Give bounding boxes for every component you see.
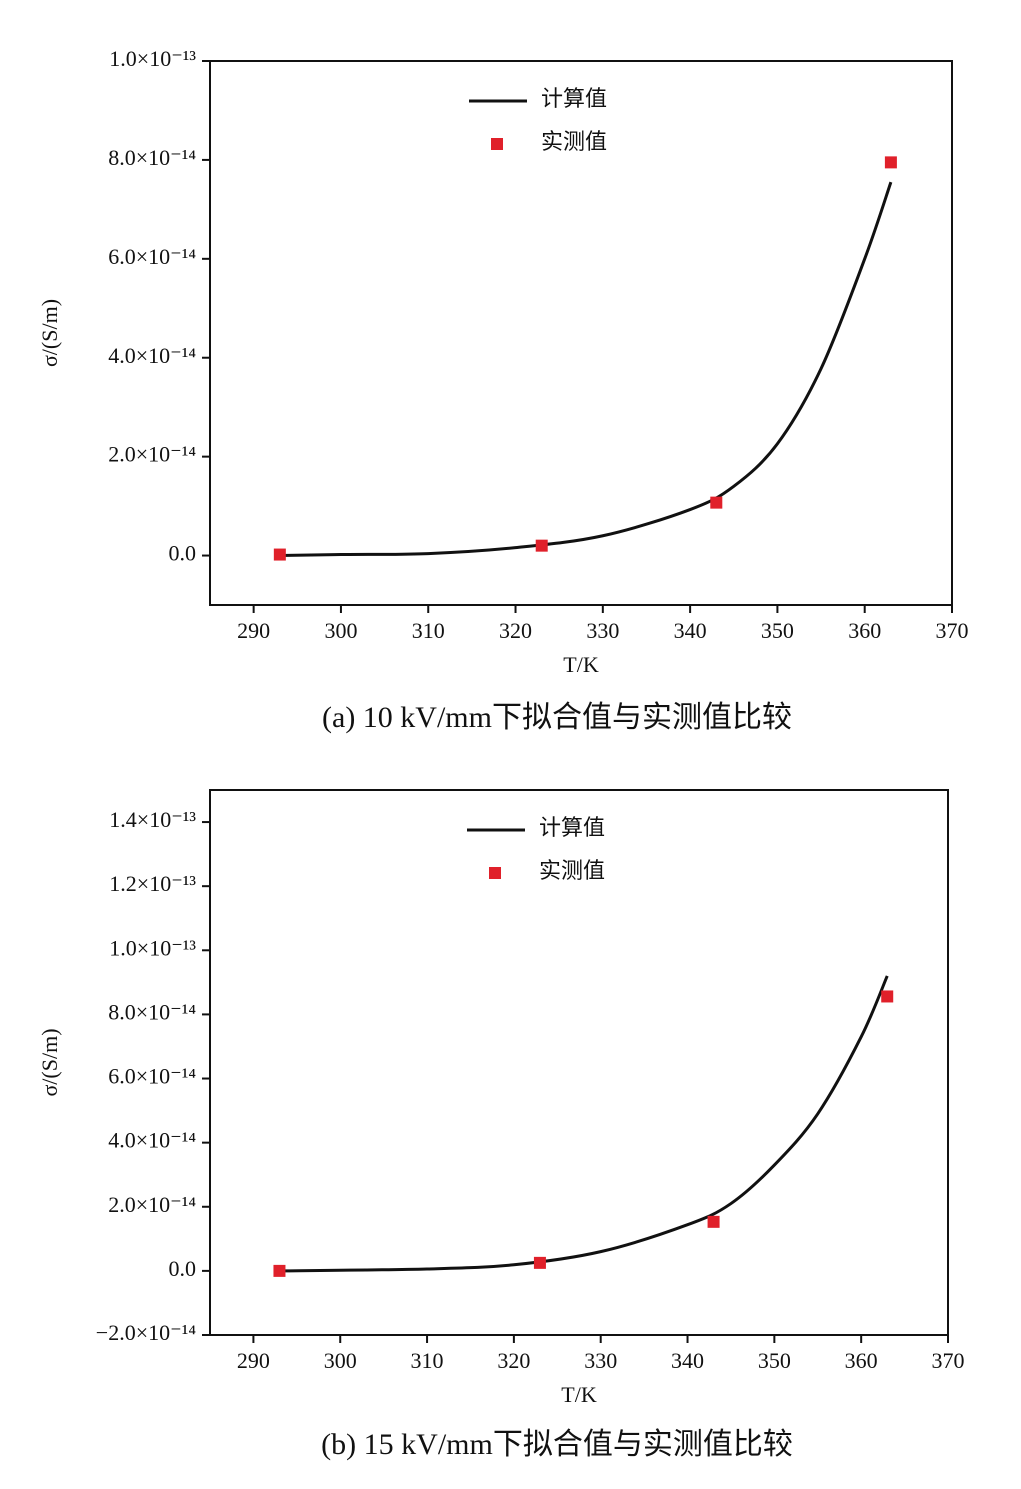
y-axis-label: σ/(S/m) xyxy=(37,299,62,367)
legend-label: 计算值 xyxy=(539,815,605,840)
x-axis-label: T/K xyxy=(563,652,599,677)
legend-marker xyxy=(489,867,501,879)
y-tick-label: 6.0×10⁻¹⁴ xyxy=(108,244,196,269)
y-tick-label: 2.0×10⁻¹⁴ xyxy=(108,442,196,467)
y-tick-label: 1.4×10⁻¹³ xyxy=(109,807,196,832)
legend-label: 实测值 xyxy=(541,129,607,154)
data-point xyxy=(273,548,286,561)
y-tick-label: 1.2×10⁻¹³ xyxy=(109,871,196,896)
chart: 290 300 310 320 330 340 350 360 370 −2.0×10⁻¹⁴ 0.0… xyxy=(37,789,965,1461)
x-tick-label: 350 xyxy=(761,618,794,643)
data-point xyxy=(710,496,723,509)
chart: 290 300 310 320 330 340 350 360 370 0.0 2.0×10⁻¹⁴ 4… xyxy=(37,46,968,734)
x-tick-label: 300 xyxy=(324,1348,357,1373)
y-tick-label: 6.0×10⁻¹⁴ xyxy=(108,1064,196,1089)
y-tick-label: 1.0×10⁻¹³ xyxy=(109,935,196,960)
y-tick-label: 2.0×10⁻¹⁴ xyxy=(108,1192,196,1217)
x-tick-label: 310 xyxy=(411,1348,444,1373)
x-tick-label: 290 xyxy=(237,618,270,643)
data-point xyxy=(884,156,897,169)
x-axis-label: T/K xyxy=(561,1382,597,1407)
legend-label: 实测值 xyxy=(539,858,605,883)
data-point xyxy=(707,1215,720,1228)
x-tick-label: 370 xyxy=(932,1348,965,1373)
x-tick-label: 300 xyxy=(324,618,357,643)
y-axis-label: σ/(S/m) xyxy=(37,1028,62,1096)
data-point xyxy=(533,1256,546,1269)
x-tick-label: 320 xyxy=(497,1348,530,1373)
y-tick-label: 4.0×10⁻¹⁴ xyxy=(108,343,196,368)
x-tick-label: 370 xyxy=(936,618,969,643)
plot-frame xyxy=(209,789,949,1336)
data-point xyxy=(535,539,548,552)
x-tick-label: 340 xyxy=(674,618,707,643)
y-tick-label: 0.0 xyxy=(169,1256,197,1281)
data-point xyxy=(881,990,894,1003)
y-tick-label: 8.0×10⁻¹⁴ xyxy=(108,999,196,1024)
x-tick-label: 360 xyxy=(848,618,881,643)
fit-line xyxy=(279,181,893,558)
x-tick-label: 310 xyxy=(412,618,445,643)
data-point xyxy=(273,1264,286,1277)
x-tick-label: 330 xyxy=(584,1348,617,1373)
y-tick-label: 4.0×10⁻¹⁴ xyxy=(108,1128,196,1153)
y-tick-label: 8.0×10⁻¹⁴ xyxy=(108,145,196,170)
plot-frame xyxy=(209,60,953,606)
x-tick-label: 290 xyxy=(237,1348,270,1373)
y-tick-label: 1.0×10⁻¹³ xyxy=(109,46,196,71)
x-tick-label: 350 xyxy=(758,1348,791,1373)
x-tick-label: 330 xyxy=(586,618,619,643)
x-tick-label: 340 xyxy=(671,1348,704,1373)
legend-marker xyxy=(491,138,503,150)
y-tick-label: −2.0×10⁻¹⁴ xyxy=(96,1320,197,1345)
legend-label: 计算值 xyxy=(541,86,607,111)
caption: (b) 15 kV/mm下拟合值与实测值比较 xyxy=(321,1428,793,1461)
fit-line xyxy=(279,975,889,1273)
caption: (a) 10 kV/mm下拟合值与实测值比较 xyxy=(322,701,792,734)
x-tick-label: 360 xyxy=(845,1348,878,1373)
x-tick-label: 320 xyxy=(499,618,532,643)
y-tick-label: 0.0 xyxy=(169,541,197,566)
